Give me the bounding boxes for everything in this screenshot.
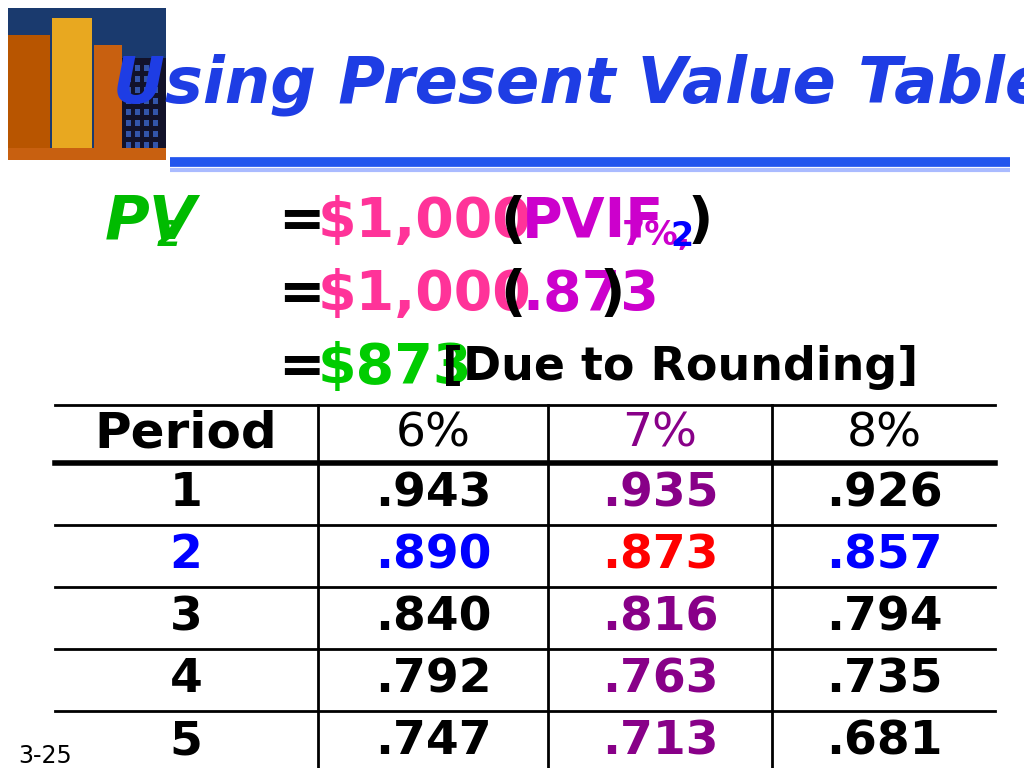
Text: ): ) <box>600 268 626 322</box>
Text: 8%: 8% <box>847 412 922 456</box>
Text: .681: .681 <box>825 720 942 764</box>
Bar <box>8 148 166 160</box>
Text: .935: .935 <box>602 472 718 517</box>
Text: ): ) <box>688 195 714 249</box>
Bar <box>8 8 166 160</box>
Bar <box>144 87 150 93</box>
Text: 3-25: 3-25 <box>18 744 72 768</box>
Text: 6%: 6% <box>395 412 470 456</box>
Bar <box>153 65 158 71</box>
Bar <box>122 58 166 160</box>
Text: 4: 4 <box>170 657 203 703</box>
Bar <box>135 120 140 126</box>
Text: .763: .763 <box>602 657 718 703</box>
Bar <box>94 45 122 160</box>
Text: .873: .873 <box>522 268 658 322</box>
Text: .792: .792 <box>375 657 492 703</box>
Bar <box>144 153 150 159</box>
Bar <box>126 142 131 148</box>
Text: 2: 2 <box>670 220 693 253</box>
Text: 2: 2 <box>170 534 203 578</box>
Bar <box>144 120 150 126</box>
Bar <box>153 131 158 137</box>
Bar <box>135 131 140 137</box>
Text: =: = <box>278 341 325 395</box>
Text: 7%: 7% <box>623 412 697 456</box>
Bar <box>126 76 131 82</box>
Bar <box>144 109 150 115</box>
Text: 1: 1 <box>170 472 203 517</box>
Text: .890: .890 <box>375 534 492 578</box>
Bar <box>126 65 131 71</box>
Bar <box>153 87 158 93</box>
Text: .840: .840 <box>375 595 492 641</box>
Bar <box>126 98 131 104</box>
Bar <box>144 98 150 104</box>
Text: .816: .816 <box>602 595 718 641</box>
Bar <box>135 65 140 71</box>
Text: =: = <box>278 268 325 322</box>
Text: .857: .857 <box>825 534 942 578</box>
Text: 2: 2 <box>157 219 182 253</box>
Text: PVIF: PVIF <box>522 195 665 249</box>
Bar <box>144 76 150 82</box>
Bar <box>153 120 158 126</box>
Text: Using Present Value Tables: Using Present Value Tables <box>114 54 1024 116</box>
Bar <box>126 120 131 126</box>
Text: 5: 5 <box>170 720 203 764</box>
Bar <box>52 18 92 160</box>
Text: $873: $873 <box>318 341 472 395</box>
Text: .747: .747 <box>375 720 492 764</box>
Bar <box>135 153 140 159</box>
Text: .873: .873 <box>602 534 718 578</box>
Bar <box>135 109 140 115</box>
Bar <box>126 109 131 115</box>
Bar <box>126 87 131 93</box>
Bar <box>8 35 50 160</box>
Bar <box>144 142 150 148</box>
Text: (: ( <box>500 195 525 249</box>
Text: .713: .713 <box>602 720 718 764</box>
Text: .794: .794 <box>825 595 942 641</box>
Bar <box>153 76 158 82</box>
Bar <box>153 109 158 115</box>
Bar <box>144 65 150 71</box>
Bar <box>144 131 150 137</box>
Text: PV: PV <box>105 193 197 251</box>
Bar <box>153 142 158 148</box>
Text: $1,000: $1,000 <box>318 195 531 249</box>
Bar <box>153 153 158 159</box>
Bar <box>135 87 140 93</box>
Text: .735: .735 <box>825 657 942 703</box>
Text: .943: .943 <box>375 472 492 517</box>
Text: $1,000: $1,000 <box>318 268 531 322</box>
Text: [Due to Rounding]: [Due to Rounding] <box>410 346 919 390</box>
Text: 3: 3 <box>170 595 203 641</box>
Text: Period: Period <box>94 410 278 458</box>
Bar <box>126 131 131 137</box>
Text: =: = <box>278 195 325 249</box>
Text: 7%,: 7%, <box>622 220 691 253</box>
Bar <box>135 142 140 148</box>
Text: .926: .926 <box>825 472 942 517</box>
Bar <box>153 98 158 104</box>
Text: (: ( <box>500 268 525 322</box>
Bar <box>135 98 140 104</box>
Bar <box>135 76 140 82</box>
Bar <box>126 153 131 159</box>
